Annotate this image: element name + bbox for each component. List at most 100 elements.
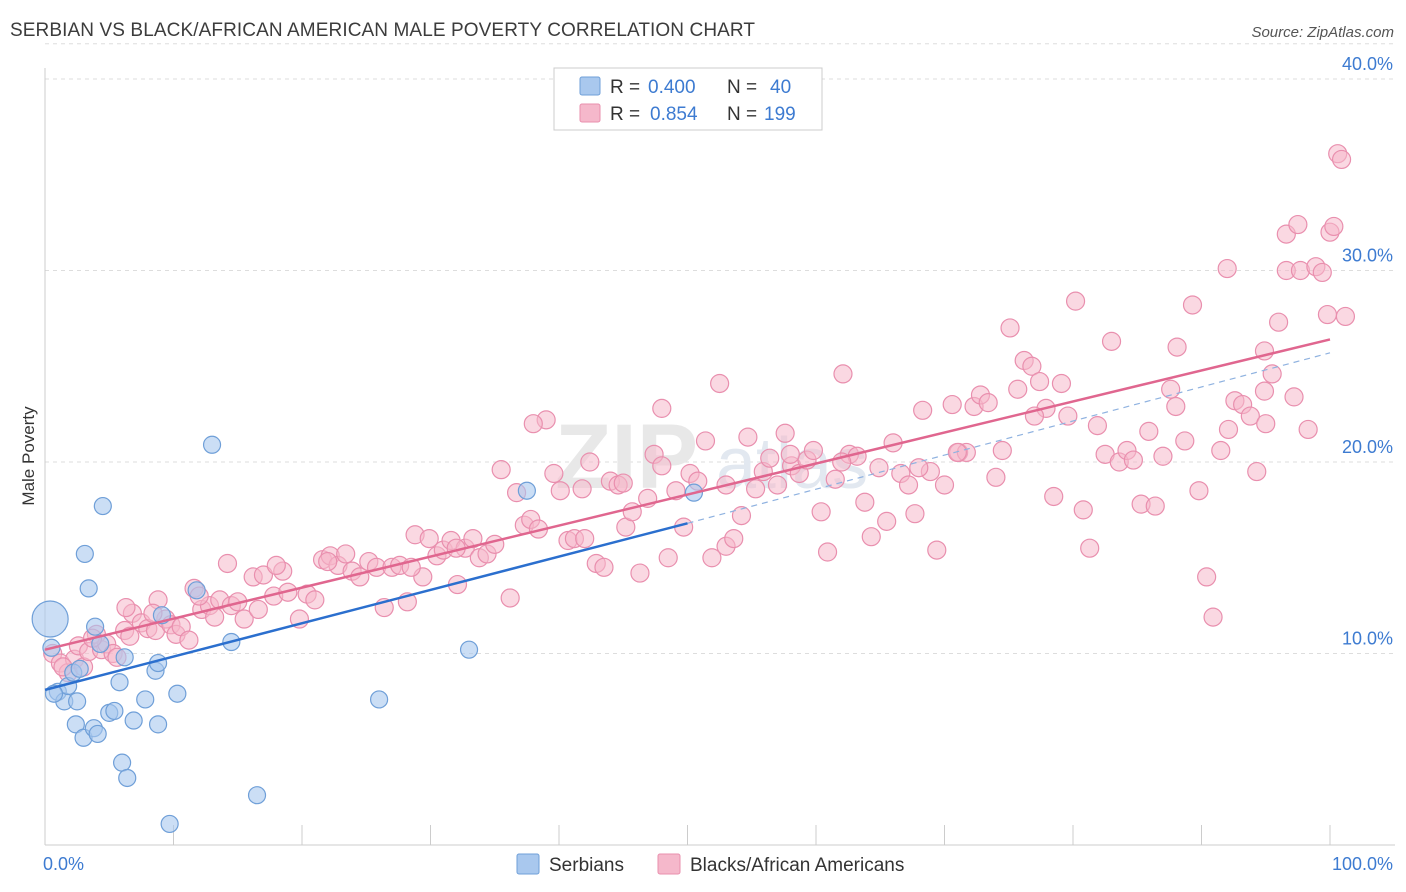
blacks-point bbox=[947, 442, 967, 463]
blacks-point bbox=[248, 599, 268, 620]
blacks-point bbox=[942, 394, 962, 415]
blacks-point bbox=[1029, 371, 1050, 392]
blacks-point bbox=[1080, 538, 1100, 558]
bottom-legend-swatch-serbians bbox=[516, 853, 540, 875]
blacks-point bbox=[1256, 414, 1276, 434]
blacks-point bbox=[217, 553, 238, 574]
blacks-point bbox=[1262, 364, 1282, 384]
blacks-trend-line bbox=[44, 338, 1331, 651]
blacks-point bbox=[544, 463, 564, 484]
serbians-point bbox=[459, 640, 479, 659]
legend-n-value-1: 40 bbox=[770, 77, 791, 98]
axes bbox=[44, 68, 1395, 846]
legend-n-label-2: N = bbox=[727, 104, 757, 125]
blacks-point bbox=[1008, 379, 1028, 399]
blacks-point bbox=[658, 548, 678, 568]
blacks-point bbox=[986, 467, 1006, 487]
blacks-point bbox=[1324, 216, 1344, 237]
blacks-point bbox=[253, 565, 274, 585]
serbians-trend-line bbox=[44, 522, 688, 692]
blacks-point bbox=[803, 440, 824, 461]
blacks-point bbox=[234, 609, 254, 629]
blacks-point bbox=[1335, 306, 1356, 327]
blacks-point bbox=[1211, 440, 1231, 461]
blacks-point bbox=[594, 557, 614, 577]
serbians-point bbox=[118, 768, 137, 788]
blacks-point bbox=[120, 626, 140, 646]
bottom-legend-label-serbians: Serbians bbox=[549, 855, 624, 876]
legend-r-value-2: 0.854 bbox=[650, 104, 698, 125]
legend-r-value-1: 0.400 bbox=[648, 77, 696, 98]
blacks-point bbox=[1073, 500, 1093, 520]
blacks-point bbox=[500, 588, 520, 608]
series-serbians-points bbox=[31, 435, 704, 834]
serbians-point bbox=[93, 496, 112, 516]
tick-labels: 10.0% 20.0% 30.0% 40.0% 0.0% 100.0% bbox=[43, 54, 1393, 874]
y-tick-label: 20.0% bbox=[1342, 437, 1393, 457]
serbians-point bbox=[517, 481, 536, 500]
serbians-point bbox=[110, 673, 129, 692]
chart-title: SERBIAN VS BLACK/AFRICAN AMERICAN MALE P… bbox=[10, 20, 756, 41]
blacks-point bbox=[1189, 481, 1209, 501]
blacks-point bbox=[336, 544, 356, 564]
serbians-point bbox=[136, 690, 155, 709]
blacks-point bbox=[1058, 406, 1078, 426]
blacks-point bbox=[419, 528, 439, 549]
blacks-point bbox=[702, 548, 722, 568]
blacks-point bbox=[905, 504, 925, 524]
legend-swatch-serbians bbox=[579, 76, 601, 96]
blacks-point bbox=[1175, 431, 1195, 451]
serbians-point bbox=[88, 724, 107, 744]
blacks-point bbox=[760, 448, 780, 468]
blacks-point bbox=[1268, 312, 1289, 332]
blacks-point bbox=[825, 469, 845, 489]
blacks-point bbox=[550, 481, 570, 501]
blacks-point bbox=[179, 630, 199, 650]
blacks-point bbox=[731, 506, 752, 526]
bottom-legend-label-blacks: Blacks/African Americans bbox=[690, 855, 904, 876]
trend-lines bbox=[44, 338, 1331, 692]
serbians-point bbox=[202, 435, 222, 454]
blacks-point bbox=[613, 473, 633, 493]
blacks-point bbox=[652, 398, 672, 418]
blacks-point bbox=[1161, 379, 1181, 399]
serbians-point bbox=[247, 786, 267, 805]
blacks-point bbox=[266, 555, 286, 576]
blacks-point bbox=[485, 534, 505, 554]
blacks-point bbox=[1284, 387, 1304, 407]
blacks-point bbox=[1247, 461, 1267, 482]
blacks-point bbox=[1218, 419, 1239, 440]
legend-n-value-2: 199 bbox=[764, 104, 796, 125]
blacks-point bbox=[934, 475, 955, 495]
blacks-point bbox=[992, 440, 1012, 461]
blacks-point bbox=[710, 373, 730, 394]
blacks-point bbox=[1000, 318, 1020, 338]
blacks-point bbox=[695, 431, 716, 451]
serbians-point bbox=[124, 711, 143, 730]
legend-box: R = 0.400 N = 40 R = 0.854 N = 199 bbox=[553, 67, 823, 131]
blacks-point bbox=[746, 479, 766, 499]
blacks-point bbox=[927, 540, 947, 560]
series-blacks-points bbox=[43, 144, 1356, 683]
bottom-legend: Serbians Blacks/African Americans bbox=[516, 853, 904, 876]
blacks-point bbox=[1167, 337, 1187, 357]
serbians-point bbox=[160, 814, 179, 834]
serbians-point bbox=[75, 544, 94, 564]
blacks-point bbox=[913, 400, 933, 420]
serbians-point bbox=[105, 701, 124, 721]
blacks-point bbox=[869, 458, 889, 478]
blacks-point bbox=[1331, 149, 1352, 170]
blacks-point bbox=[1051, 373, 1072, 394]
blacks-point bbox=[1240, 406, 1260, 426]
serbians-point bbox=[148, 715, 168, 734]
blacks-point bbox=[116, 597, 136, 618]
blacks-point bbox=[1145, 496, 1165, 516]
blacks-point bbox=[1197, 567, 1217, 587]
blacks-point bbox=[978, 393, 998, 413]
blacks-point bbox=[1022, 356, 1042, 376]
serbians-point bbox=[68, 692, 87, 711]
legend-r-label-1: R = bbox=[610, 77, 640, 98]
blacks-point bbox=[575, 528, 595, 549]
blacks-point bbox=[1312, 262, 1332, 283]
blacks-point bbox=[1153, 446, 1173, 466]
